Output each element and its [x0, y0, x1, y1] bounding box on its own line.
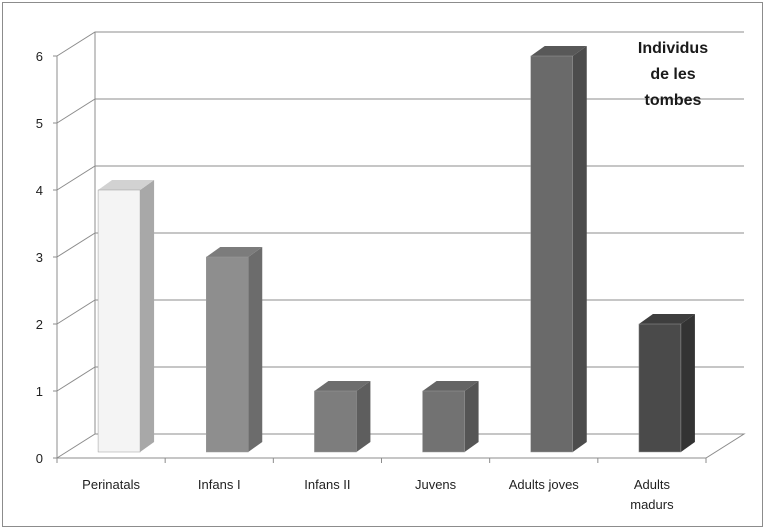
bar-side-0 — [140, 180, 155, 452]
bar-0 — [97, 180, 155, 453]
bar-side-5 — [680, 314, 695, 452]
bar-top-3 — [422, 381, 479, 391]
x-category-label-3: Juvens — [415, 477, 457, 492]
y-tick-label-6: 6 — [36, 49, 43, 64]
chart-title-line-1: de les — [650, 66, 695, 83]
bars — [97, 46, 695, 453]
x-category-label-5-1: madurs — [630, 497, 674, 512]
y-tick-label-0: 0 — [36, 451, 43, 466]
x-category-label-1: Infans I — [198, 477, 241, 492]
gridline-5 — [56, 98, 744, 124]
bar-top-5 — [638, 314, 695, 324]
bar-4 — [530, 46, 587, 453]
gridline-4 — [56, 165, 744, 191]
x-category-label-0: Perinatals — [82, 477, 140, 492]
y-tick-label-3: 3 — [36, 250, 43, 265]
bar-chart: 0 1 2 3 4 5 6 Perinatals Infans I Infans II Juven… — [36, 31, 746, 512]
bar-front-0 — [97, 189, 141, 453]
x-category-labels: Perinatals Infans I Infans II Juvens Adults … — [82, 477, 674, 512]
x-category-label-5-0: Adults — [634, 477, 671, 492]
gridline-3 — [56, 232, 744, 258]
bar-front-5 — [638, 323, 682, 453]
y-tick-label-1: 1 — [36, 384, 43, 399]
gridline-2 — [56, 299, 744, 325]
bar-front-2 — [314, 390, 357, 453]
chart-title-line-0: Individus — [638, 40, 708, 57]
y-tick-label-2: 2 — [36, 317, 43, 332]
y-tick-label-5: 5 — [36, 116, 43, 131]
bar-side-2 — [356, 381, 371, 452]
bar-top-4 — [530, 46, 587, 56]
bar-top-1 — [206, 247, 263, 257]
bar-side-3 — [464, 381, 479, 452]
x-category-label-2: Infans II — [304, 477, 350, 492]
y-tick-label-4: 4 — [36, 183, 43, 198]
bar-1 — [206, 247, 263, 453]
bar-side-1 — [248, 247, 263, 452]
chart-title-line-2: tombes — [645, 92, 702, 109]
bar-top-0 — [98, 180, 155, 190]
y-tick-labels: 0 1 2 3 4 5 6 — [36, 49, 43, 466]
bar-front-3 — [422, 390, 465, 453]
bar-top-2 — [314, 381, 371, 391]
bar-front-4 — [530, 55, 573, 453]
bar-side-4 — [572, 46, 587, 452]
bar-front-1 — [206, 256, 249, 453]
bar-3 — [422, 381, 479, 453]
x-category-label-4: Adults joves — [509, 477, 580, 492]
bar-5 — [638, 314, 695, 453]
chart-title: Individus de les tombes — [638, 40, 708, 109]
bar-2 — [314, 381, 371, 453]
